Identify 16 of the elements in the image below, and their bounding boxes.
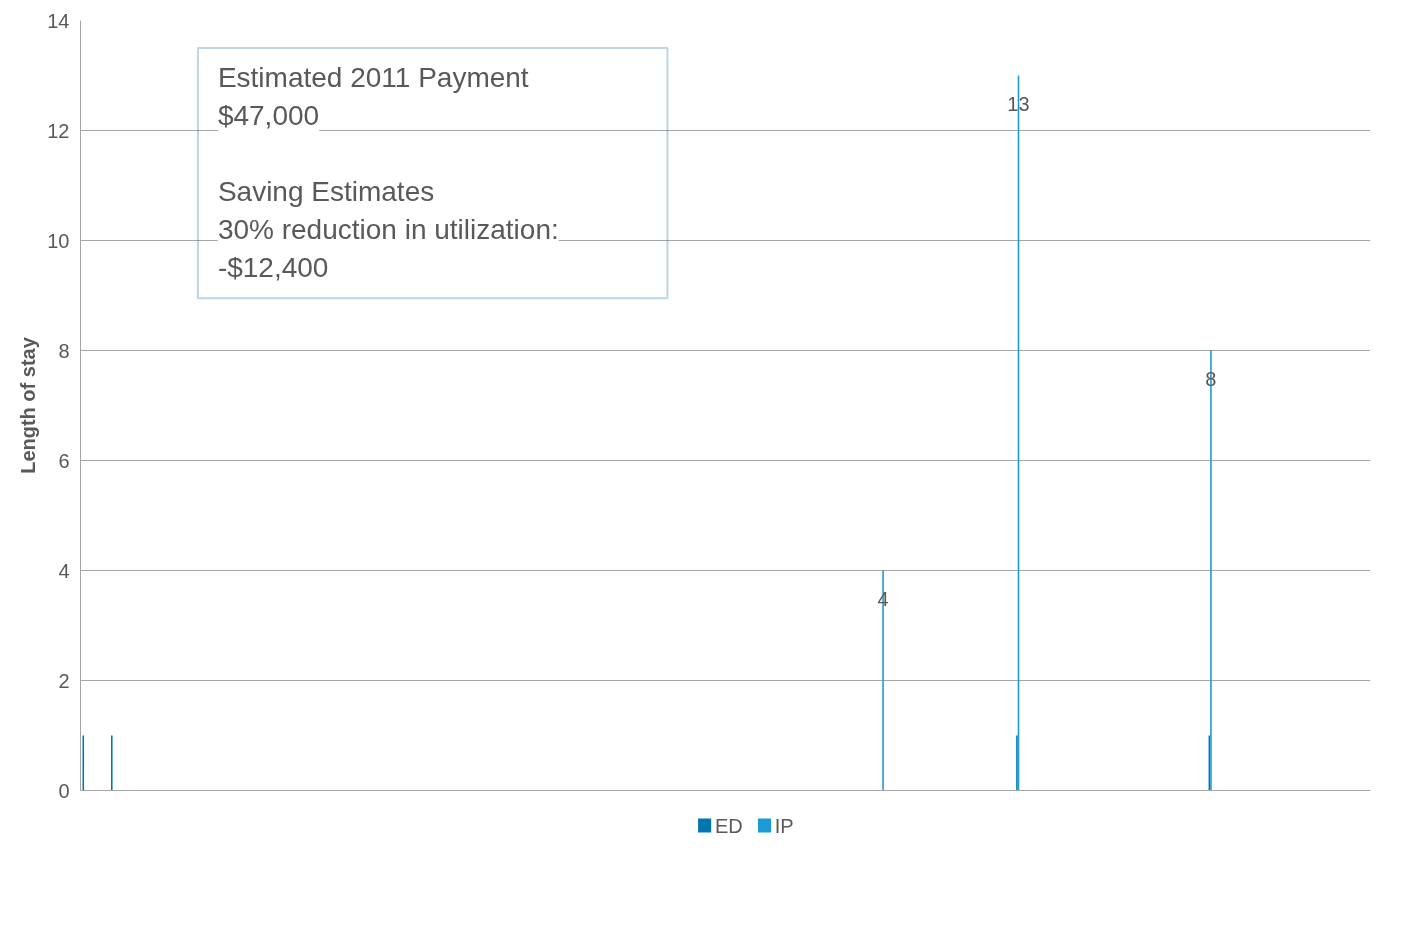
annotation: 30% reduction in utilization: — [217, 214, 559, 245]
y-axis-title: Length of stay — [17, 336, 40, 474]
y-tick-label: 12 — [47, 119, 70, 142]
y-tick-label: 0 — [58, 779, 70, 802]
y-tick-label: 14 — [47, 9, 70, 32]
annotation: Saving Estimates — [217, 176, 435, 207]
y-tick-label: 4 — [58, 559, 70, 582]
legend-label: IP — [774, 814, 794, 837]
annotation: $47,000 — [217, 100, 320, 131]
y-tick-label: 8 — [58, 339, 70, 362]
legend-label: ED — [714, 814, 743, 837]
y-tick-label: 2 — [58, 669, 70, 692]
y-tick-label: 10 — [47, 229, 70, 252]
annotation: -$12,400 — [217, 252, 329, 283]
annotation: Estimated 2011 Payment — [217, 62, 529, 93]
y-tick-label: 6 — [58, 449, 70, 472]
